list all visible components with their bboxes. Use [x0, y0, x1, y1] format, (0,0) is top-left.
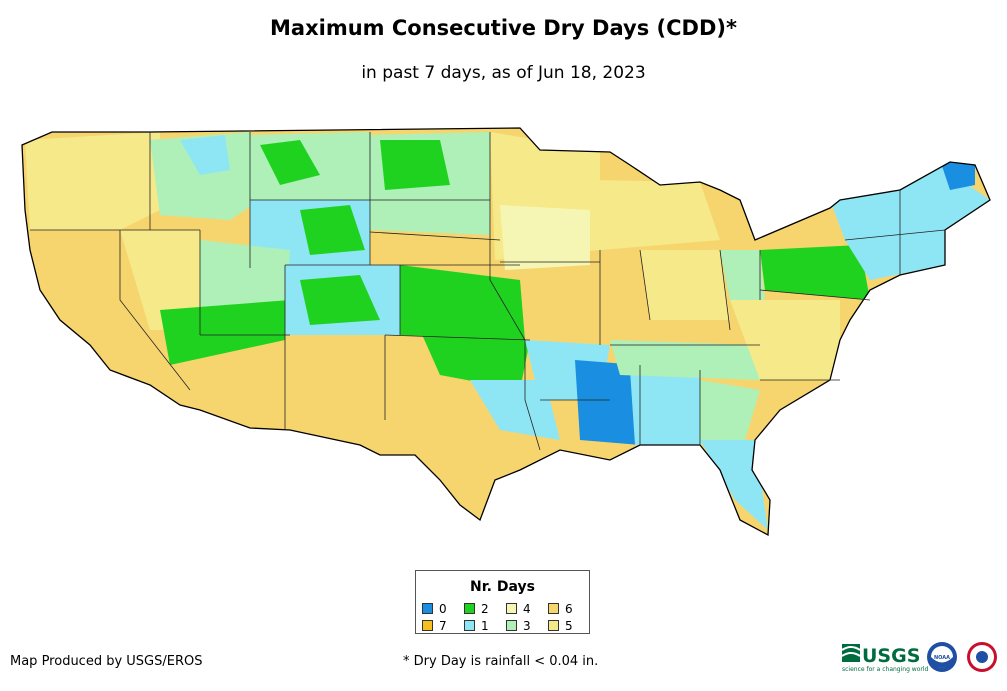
- legend-label: 7: [439, 618, 447, 633]
- legend-label: 1: [481, 618, 489, 633]
- region-days-5-indiana-ohio: [640, 250, 730, 320]
- legend-swatch: [422, 620, 433, 631]
- region-days-2-montana: [260, 140, 320, 185]
- cdd-raster: [22, 128, 990, 535]
- noaa-logo: NOAA: [927, 642, 957, 672]
- legend-label: 3: [523, 618, 531, 633]
- region-days-0-mississippi: [575, 360, 640, 445]
- region-days-2-colorado: [300, 275, 380, 325]
- legend-item-3: 3: [506, 618, 548, 633]
- usgs-logo: USGS science for a changing world: [842, 644, 929, 673]
- region-days-3-idaho: [150, 132, 260, 220]
- region-days-6-illinois: [600, 250, 650, 325]
- legend-item-0: 0: [422, 601, 464, 616]
- legend-title: Nr. Days: [470, 579, 535, 595]
- region-days-5-nevada: [120, 230, 200, 330]
- region-days-2-oklahoma: [420, 330, 530, 390]
- legend-swatch: [506, 620, 517, 631]
- legend-swatch: [422, 603, 433, 614]
- region-days-1-alabama: [630, 370, 700, 445]
- legend-item-7: 7: [422, 618, 464, 633]
- legend-item-4: 4: [506, 601, 548, 616]
- region-days-5-carolinas: [730, 300, 840, 380]
- legend-swatch: [548, 620, 559, 631]
- region-days-3-georgia: [700, 380, 760, 445]
- region-days-2-kansas: [400, 265, 525, 340]
- region-days-4-iowa: [500, 205, 590, 270]
- region-days-2-wyoming: [300, 205, 365, 255]
- region-days-2-north-dakota: [380, 140, 450, 190]
- map-title: Maximum Consecutive Dry Days (CDD)*: [270, 16, 737, 40]
- legend-item-5: 5: [548, 618, 590, 633]
- legend-swatch: [506, 603, 517, 614]
- usgs-tagline: science for a changing world: [842, 666, 929, 673]
- state-borders: [30, 132, 946, 451]
- legend-item-1: 1: [464, 618, 506, 633]
- legend-swatch: [464, 620, 475, 631]
- region-days-1-east-texas: [470, 380, 560, 440]
- region-days-2-utah-south: [160, 300, 290, 365]
- region-days-1-florida: [700, 440, 768, 530]
- legend-item-2: 2: [464, 601, 506, 616]
- legend-swatch: [464, 603, 475, 614]
- region-days-2-pennsylvania: [760, 245, 870, 300]
- region-days-5-northwest: [25, 132, 160, 230]
- legend: Nr. Days 0 2 4 6 7 1 3 5: [415, 570, 590, 634]
- legend-label: 4: [523, 601, 531, 616]
- usgs-logo-text: USGS: [862, 645, 920, 667]
- legend-items: 0 2 4 6 7 1 3 5: [422, 601, 590, 633]
- region-days-6-new-mexico: [285, 335, 385, 430]
- region-days-3-tennessee: [610, 340, 760, 380]
- us-outline: [21, 127, 991, 537]
- map-subtitle: in past 7 days, as of Jun 18, 2023: [361, 63, 646, 83]
- region-days-5-michigan: [590, 180, 720, 250]
- legend-label: 2: [481, 601, 489, 616]
- national-weather-service-logo: [967, 642, 997, 672]
- legend-swatch: [548, 603, 559, 614]
- legend-label: 5: [565, 618, 573, 633]
- noaa-logo-text: NOAA: [934, 655, 950, 661]
- region-days-1-north-idaho: [180, 135, 230, 175]
- legend-label: 6: [565, 601, 573, 616]
- agency-logos: USGS science for a changing world NOAA: [842, 642, 997, 673]
- credit-text: Map Produced by USGS/EROS: [10, 654, 203, 669]
- us-dry-days-map: [21, 127, 991, 537]
- legend-item-6: 6: [548, 601, 590, 616]
- region-days-3-ohio-east: [720, 250, 765, 300]
- legend-label: 0: [439, 601, 447, 616]
- region-days-0-maine: [940, 160, 975, 190]
- footnote-text: * Dry Day is rainfall < 0.04 in.: [403, 654, 599, 669]
